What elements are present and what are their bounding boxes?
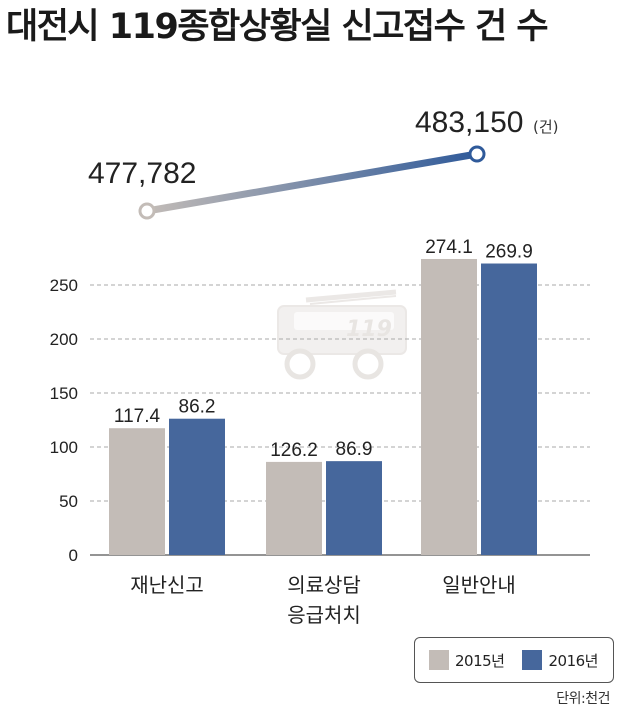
bar-0-0 [109, 428, 165, 555]
legend-label-2016: 2016년 [548, 651, 598, 670]
bar-value-label-2-0: 274.1 [425, 237, 473, 258]
bar-series: 117.4 86.2 126.2 86.9 274.1 269.9 [109, 237, 537, 555]
y-tick-label-200: 200 [50, 330, 78, 349]
legend-label-2015: 2015년 [455, 651, 505, 670]
trend-label-0: 477,782 [88, 157, 196, 190]
legend-item-2016: 2016년 [522, 650, 598, 671]
y-tick-label-100: 100 [50, 438, 78, 457]
category-label-0-0: 재난신고 [130, 573, 204, 597]
bar-value-label-1-0: 126.2 [270, 440, 318, 461]
trend-point-0 [138, 202, 156, 220]
bar-0-1 [169, 418, 225, 555]
page-title: 대전시 119종합상황실 신고접수 건 수 [6, 7, 549, 47]
unit-note: 단위:천건 [556, 691, 610, 707]
legend-item-2015: 2015년 [429, 650, 505, 671]
trend-line: 477,782 483,150 (건) [88, 106, 559, 220]
bar-value-label-2-1: 269.9 [485, 242, 533, 263]
bar-value-label-1-1: 86.9 [336, 439, 373, 460]
trend-point-1 [468, 145, 486, 163]
legend-swatch-2015 [429, 650, 449, 670]
bar-value-label-0-0: 117.4 [114, 406, 161, 427]
legend-swatch-2016 [522, 650, 543, 670]
category-label-1-0: 의료상담 [287, 573, 361, 597]
category-label-2-0: 일반안내 [442, 573, 516, 597]
bar-1-1 [326, 461, 382, 555]
category-label-1-1: 응급처치 [287, 603, 361, 627]
truck-watermark-icon: 119 [277, 289, 407, 380]
bar-1-0 [266, 461, 322, 555]
svg-text:119: 119 [346, 317, 392, 342]
y-tick-label-0: 0 [69, 546, 78, 565]
bar-2-0 [421, 258, 477, 555]
trend-unit-label: (건) [533, 118, 559, 136]
y-tick-label-250: 250 [50, 276, 78, 295]
bar-value-label-0-1: 86.2 [179, 397, 216, 418]
y-tick-label-150: 150 [50, 384, 78, 403]
bar-2-1 [481, 263, 537, 555]
y-axis: 0 50 100 150 200 250 [50, 276, 78, 565]
trend-line-path [143, 150, 481, 215]
y-tick-label-50: 50 [59, 492, 78, 511]
trend-label-1: 483,150 [415, 106, 523, 139]
legend: 2015년 2016년 [414, 637, 614, 683]
